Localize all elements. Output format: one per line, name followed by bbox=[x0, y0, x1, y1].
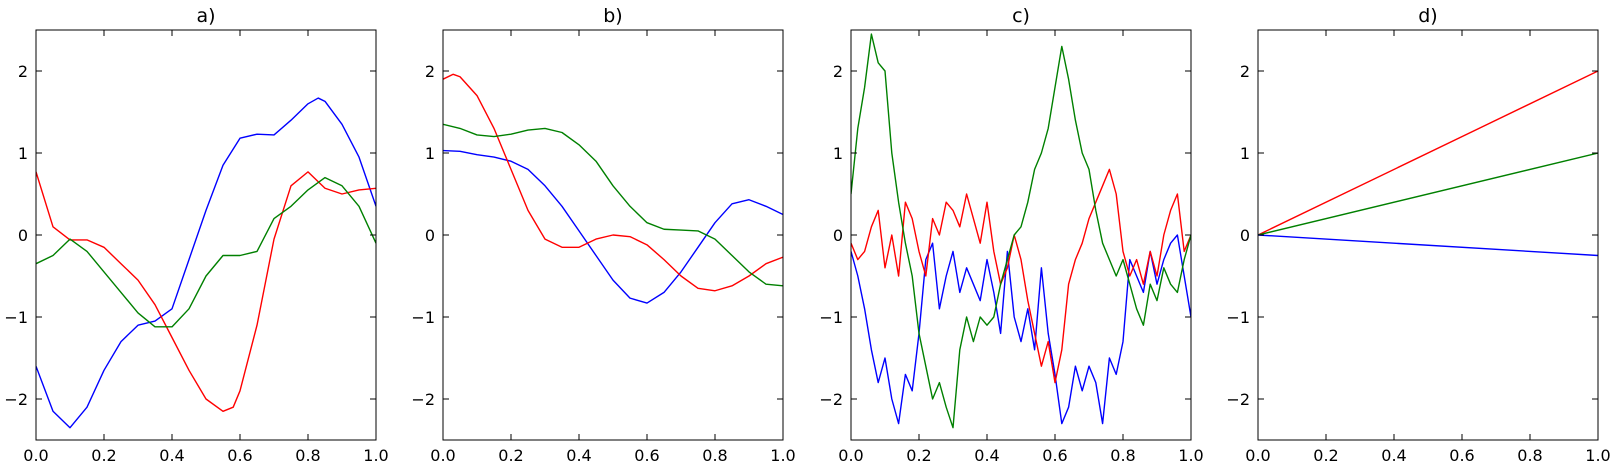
series-line-1 bbox=[1258, 70, 1598, 236]
y-tick-label: 2 bbox=[18, 62, 28, 81]
y-tick-label: −1 bbox=[411, 308, 435, 327]
x-tick-label: 0.2 bbox=[1313, 446, 1338, 465]
x-tick-label: 0.0 bbox=[838, 446, 863, 465]
x-tick-label: 0.4 bbox=[974, 446, 999, 465]
y-tick-label: 0 bbox=[425, 226, 435, 245]
series-line-1 bbox=[851, 234, 1191, 425]
chart-title: c) bbox=[1012, 5, 1030, 27]
x-tick-label: 0.8 bbox=[1517, 446, 1542, 465]
y-tick-label: −2 bbox=[1226, 390, 1250, 409]
x-tick-label: 0.6 bbox=[1449, 446, 1474, 465]
y-tick-label: 0 bbox=[1240, 226, 1250, 245]
x-tick-label: 1.0 bbox=[363, 446, 388, 465]
x-tick-label: 0.8 bbox=[702, 446, 727, 465]
y-tick-label: −2 bbox=[411, 390, 435, 409]
series-line-2 bbox=[36, 171, 376, 412]
x-tick-label: 0.4 bbox=[1381, 446, 1406, 465]
chart-panel-4: 0.0 0.2 0.4 0.6 0.8 1.0 2 1 0 −1 −2 d) bbox=[1226, 5, 1610, 465]
x-tick-label: 1.0 bbox=[770, 446, 795, 465]
y-tick-label: 2 bbox=[1240, 62, 1250, 81]
x-tick-label: 0.2 bbox=[906, 446, 931, 465]
series-line-1 bbox=[36, 97, 376, 429]
x-tick-label: 0.0 bbox=[430, 446, 455, 465]
chart-title: a) bbox=[196, 5, 215, 27]
x-tick-label: 0.6 bbox=[227, 446, 252, 465]
y-tick-label: −1 bbox=[4, 308, 28, 327]
chart-panel-3: 0.0 0.2 0.4 0.6 0.8 1.0 2 1 0 −1 −2 c) bbox=[819, 5, 1203, 465]
x-tick-label: 1.0 bbox=[1585, 446, 1610, 465]
y-tick-label: 2 bbox=[833, 62, 843, 81]
y-tick-label: −1 bbox=[1226, 308, 1250, 327]
series-line-3 bbox=[1258, 234, 1598, 257]
series-line-2 bbox=[851, 168, 1191, 384]
x-tick-label: 0.8 bbox=[1110, 446, 1135, 465]
y-tick-label: −2 bbox=[819, 390, 843, 409]
series-line-1 bbox=[443, 149, 783, 304]
y-tick-label: 2 bbox=[425, 62, 435, 81]
chart-panel-2: 0.0 0.2 0.4 0.6 0.8 1.0 2 1 0 −1 −2 b) bbox=[411, 5, 795, 465]
series-line-2 bbox=[1258, 152, 1598, 236]
y-tick-label: −2 bbox=[4, 390, 28, 409]
y-tick-label: 1 bbox=[18, 144, 28, 163]
plot-frame bbox=[35, 29, 377, 441]
x-tick-label: 0.6 bbox=[1042, 446, 1067, 465]
x-tick-label: 0.4 bbox=[566, 446, 591, 465]
series-line-3 bbox=[851, 33, 1191, 429]
chart-title: d) bbox=[1418, 5, 1437, 27]
y-tick-label: 1 bbox=[833, 144, 843, 163]
x-tick-label: 0.0 bbox=[23, 446, 48, 465]
y-tick-label: 0 bbox=[833, 226, 843, 245]
y-tick-label: 0 bbox=[18, 226, 28, 245]
y-tick-label: −1 bbox=[819, 308, 843, 327]
x-tick-label: 0.2 bbox=[498, 446, 523, 465]
y-tick-label: 1 bbox=[425, 144, 435, 163]
series-line-2 bbox=[443, 73, 783, 292]
x-tick-label: 0.0 bbox=[1245, 446, 1270, 465]
y-tick-label: 1 bbox=[1240, 144, 1250, 163]
x-tick-label: 0.8 bbox=[295, 446, 320, 465]
plot-frame bbox=[1257, 29, 1599, 441]
x-tick-label: 0.4 bbox=[159, 446, 184, 465]
series-line-3 bbox=[36, 176, 376, 328]
x-tick-label: 0.6 bbox=[634, 446, 659, 465]
chart-panel-1: 0.0 0.2 0.4 0.6 0.8 1.0 2 1 0 −1 −2 a) bbox=[4, 5, 388, 465]
x-tick-label: 1.0 bbox=[1178, 446, 1203, 465]
series-line-3 bbox=[443, 123, 783, 287]
chart-title: b) bbox=[603, 5, 622, 27]
x-tick-label: 0.2 bbox=[91, 446, 116, 465]
